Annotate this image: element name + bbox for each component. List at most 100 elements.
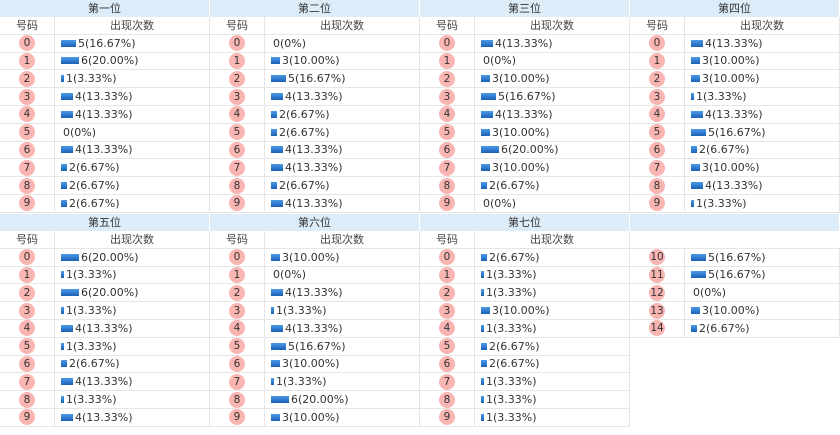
frequency-bar [271, 164, 283, 172]
column-header-count: 出现次数 [475, 231, 630, 248]
table-row: 6 4(13.33%) [0, 141, 210, 160]
count-value: 0(0%) [63, 125, 97, 139]
frequency-bar [271, 199, 283, 207]
count-cell: 3(10.00%) [685, 52, 840, 70]
number-ball: 2 [649, 70, 665, 87]
number-cell: 7 [630, 159, 685, 177]
count-value: 0(0%) [483, 54, 517, 68]
number-cell: 8 [0, 391, 55, 408]
frequency-bar [271, 396, 289, 404]
count-cell: 5(16.67%) [685, 266, 840, 284]
frequency-bar [61, 164, 67, 172]
number-cell: 5 [210, 123, 265, 141]
count-value: 5(16.67%) [708, 125, 766, 139]
number-cell: 6 [210, 355, 265, 373]
count-cell: 1(3.33%) [685, 194, 840, 212]
count-cell: 2(6.67%) [475, 177, 630, 194]
count-value: 2(6.67%) [699, 321, 750, 335]
number-ball: 2 [439, 284, 455, 301]
count-cell: 2(6.67%) [685, 319, 840, 337]
number-ball: 7 [649, 159, 665, 176]
count-value: 3(10.00%) [282, 410, 340, 424]
number-ball: 5 [229, 124, 245, 141]
count-cell: 2(6.67%) [265, 123, 420, 141]
number-cell: 2 [210, 70, 265, 88]
number-cell: 6 [0, 141, 55, 159]
frequency-bar [481, 307, 490, 315]
number-ball: 9 [229, 195, 245, 212]
count-cell: 4(13.33%) [475, 105, 630, 123]
number-ball: 8 [229, 391, 245, 408]
column-header-row: 号码 出现次数 [420, 231, 630, 249]
count-cell: 1(3.33%) [475, 266, 630, 284]
frequency-bar [481, 182, 487, 190]
column-header-row-empty [630, 231, 840, 249]
column-header-row: 号码 出现次数 [420, 17, 630, 35]
number-cell: 0 [0, 34, 55, 52]
count-cell: 3(10.00%) [475, 302, 630, 319]
count-cell: 5(16.67%) [265, 337, 420, 355]
table-row: 8 2(6.67%) [210, 177, 420, 195]
count-cell: 1(3.33%) [475, 391, 630, 408]
count-value: 6(20.00%) [501, 143, 559, 157]
number-ball: 3 [439, 302, 455, 319]
number-ball: 1 [439, 266, 455, 283]
frequency-bar [61, 413, 73, 421]
count-cell: 4(13.33%) [265, 284, 420, 302]
number-ball: 0 [229, 35, 245, 52]
count-value: 0(0%) [693, 286, 727, 300]
count-value: 1(3.33%) [275, 375, 327, 389]
number-ball: 8 [19, 391, 35, 408]
number-cell: 2 [0, 70, 55, 88]
number-ball: 7 [439, 159, 455, 176]
number-ball: 6 [19, 355, 35, 372]
count-value: 2(6.67%) [69, 196, 120, 210]
frequency-bar [271, 360, 280, 368]
count-value: 4(13.33%) [284, 143, 343, 157]
position-title: 第一位 [0, 0, 210, 17]
number-cell: 5 [630, 123, 685, 141]
number-ball: 5 [19, 124, 35, 141]
frequency-bar [61, 110, 73, 118]
table-row: 1 0(0%) [420, 52, 630, 71]
number-cell: 0 [420, 248, 475, 266]
table-row: 6 4(13.33%) [210, 141, 420, 160]
count-cell: 4(13.33%) [265, 194, 420, 212]
number-ball: 4 [439, 320, 455, 337]
number-cell: 9 [630, 194, 685, 212]
number-ball: 6 [229, 141, 245, 158]
table-row: 13 3(10.00%) [630, 302, 840, 320]
frequency-bar [271, 342, 286, 350]
frequency-bar [271, 93, 283, 101]
number-cell: 6 [420, 141, 475, 159]
number-ball: 4 [19, 320, 35, 337]
number-cell: 7 [210, 373, 265, 391]
number-ball: 7 [19, 373, 35, 390]
column-header-number: 号码 [210, 17, 265, 34]
count-value: 5(16.67%) [288, 72, 346, 86]
frequency-bar [61, 146, 73, 154]
table-row: 6 3(10.00%) [210, 355, 420, 374]
number-cell: 1 [420, 52, 475, 70]
table-row: 2 4(13.33%) [210, 284, 420, 303]
count-cell: 0(0%) [475, 52, 630, 70]
number-ball: 5 [439, 124, 455, 141]
count-cell: 4(13.33%) [55, 373, 210, 391]
frequency-bar [691, 253, 706, 261]
frequency-bar [61, 360, 67, 368]
table-row: 5 3(10.00%) [420, 123, 630, 142]
table-row: 1 1(3.33%) [420, 266, 630, 285]
frequency-bar [481, 360, 487, 368]
frequency-bar [271, 146, 283, 154]
count-value: 2(6.67%) [279, 179, 330, 193]
count-value: 2(6.67%) [489, 179, 540, 193]
count-cell: 1(3.33%) [265, 302, 420, 319]
count-cell: 4(13.33%) [475, 34, 630, 52]
table-row: 3 1(3.33%) [210, 302, 420, 320]
number-ball: 9 [439, 409, 455, 426]
number-cell: 4 [0, 105, 55, 123]
frequency-bar [271, 182, 277, 190]
number-cell: 8 [210, 391, 265, 408]
number-ball: 4 [649, 106, 665, 123]
table-row: 4 4(13.33%) [630, 105, 840, 124]
